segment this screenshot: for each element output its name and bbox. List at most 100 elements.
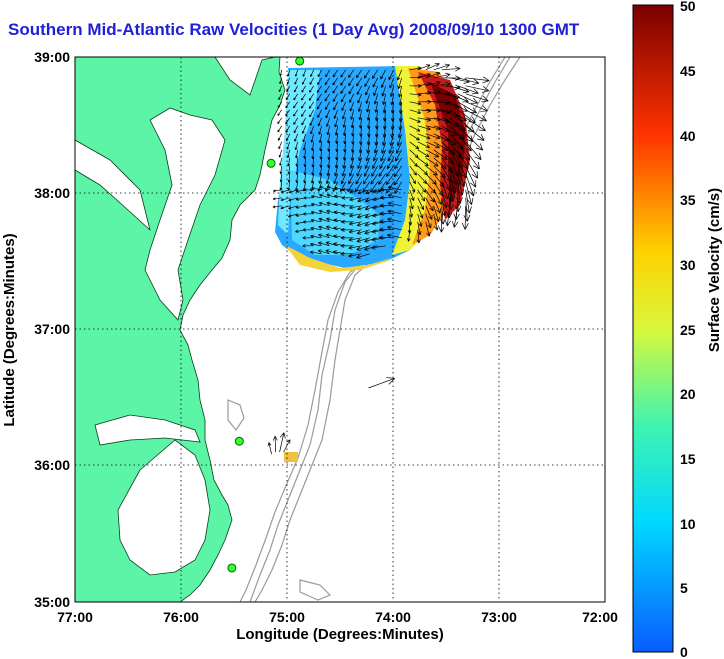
velocity-vector: [457, 77, 480, 85]
plot-frame: [74, 56, 606, 603]
velocity-vector: [332, 77, 338, 86]
velocity-vector: [293, 93, 298, 101]
velocity-vector: [342, 157, 347, 169]
x-tick-label: 75:00: [269, 609, 305, 625]
y-tick-label: 37:00: [34, 321, 70, 337]
velocity-vector: [341, 188, 354, 192]
velocity-vector: [409, 117, 421, 123]
velocity-vector: [310, 234, 322, 239]
velocity-vector: [433, 63, 450, 71]
velocity-vector: [279, 173, 283, 183]
velocity-vector: [334, 194, 346, 199]
velocity-vector: [358, 149, 363, 161]
velocity-vector: [310, 173, 315, 184]
velocity-vector: [341, 203, 354, 208]
velocity-vector: [465, 101, 488, 112]
velocity-vector: [333, 218, 346, 223]
velocity-vector: [272, 189, 282, 193]
velocity-vector: [341, 219, 354, 224]
velocity-vector: [389, 85, 395, 97]
station-marker: [227, 563, 237, 573]
velocity-vector: [380, 69, 387, 80]
velocity-vector: [357, 213, 370, 219]
velocity-vector: [380, 77, 387, 88]
colorbar-tick-label: 5: [680, 580, 688, 596]
velocity-vector: [364, 157, 371, 169]
velocity-vector: [302, 141, 307, 151]
velocity-vector: [409, 189, 415, 201]
velocity-vector: [386, 165, 394, 177]
velocity-vector: [280, 205, 290, 210]
velocity-vector: [340, 69, 346, 78]
velocity-vector: [356, 221, 370, 227]
colorbar-tick-label: 30: [680, 257, 696, 273]
velocity-vector: [340, 77, 346, 86]
velocity-vector: [332, 69, 338, 78]
velocity-vector: [348, 173, 355, 185]
velocity-vector: [278, 93, 283, 100]
velocity-vector: [278, 85, 283, 93]
velocity-vector: [295, 149, 299, 159]
velocity-vector: [409, 141, 420, 150]
colorbar-tick-labels: 50 45 40 35 30 25 20 15 10 5 0: [680, 0, 696, 659]
velocity-vector: [364, 213, 378, 219]
velocity-vector: [356, 85, 363, 95]
velocity-vector: [318, 165, 323, 176]
velocity-vector: [372, 149, 379, 162]
velocity-vector: [334, 125, 339, 136]
velocity-vector: [278, 149, 283, 158]
velocity-vector: [310, 125, 315, 135]
colorbar-tick-label: 20: [680, 386, 696, 402]
velocity-vector: [309, 117, 315, 126]
velocity-vector: [286, 77, 291, 85]
velocity-vector: [287, 173, 291, 183]
velocity-vector: [340, 173, 347, 185]
velocity-vector: [348, 229, 362, 234]
velocity-vector: [451, 205, 459, 228]
chart-title: Southern Mid-Atlantic Raw Velocities (1 …: [8, 20, 580, 39]
velocity-vector: [324, 101, 331, 110]
velocity-vector: [333, 173, 339, 185]
pamlico-sound: [117, 439, 211, 576]
velocity-vector: [409, 125, 421, 132]
velocity-vector: [357, 101, 363, 112]
velocity-vector: [366, 101, 371, 113]
velocity-vector: [334, 165, 339, 177]
velocity-vector: [449, 93, 469, 103]
chesapeake-bay-lower: [144, 107, 226, 321]
velocity-vector: [417, 213, 423, 227]
velocity-vector: [409, 101, 422, 106]
velocity-vector: [438, 213, 445, 233]
velocity-vector: [302, 133, 307, 143]
y-axis-label: Latitude (Degrees:Minutes): [1, 233, 18, 426]
velocity-vector: [333, 226, 346, 231]
station-marker: [266, 158, 276, 168]
velocity-vector: [371, 221, 386, 226]
velocity-vector: [465, 133, 484, 151]
velocity-vector: [433, 197, 441, 214]
colorbar-tick-label: 50: [680, 0, 696, 14]
velocity-vector: [465, 181, 474, 205]
velocity-vector: [364, 205, 378, 211]
velocity-vector: [465, 76, 490, 84]
velocity-vector: [465, 165, 477, 188]
velocity-vector: [332, 93, 338, 102]
velocity-vector: [441, 84, 461, 91]
velocity-vector: [465, 157, 478, 179]
velocity-vector: [393, 173, 402, 186]
velocity-vector: [370, 173, 378, 185]
velocity-vector: [311, 194, 322, 199]
velocity-vector: [317, 249, 330, 255]
velocity-vector: [409, 157, 418, 167]
velocity-vector: [355, 173, 363, 185]
velocity-vector: [303, 173, 307, 184]
velocity-vector: [379, 195, 394, 200]
velocity-vector: [303, 157, 307, 167]
x-tick-label: 73:00: [481, 609, 517, 625]
velocity-vector: [461, 205, 469, 230]
velocity-vector: [324, 93, 330, 102]
velocity-vector: [379, 227, 394, 232]
velocity-vector: [318, 241, 330, 247]
velocity-vector: [406, 229, 411, 242]
